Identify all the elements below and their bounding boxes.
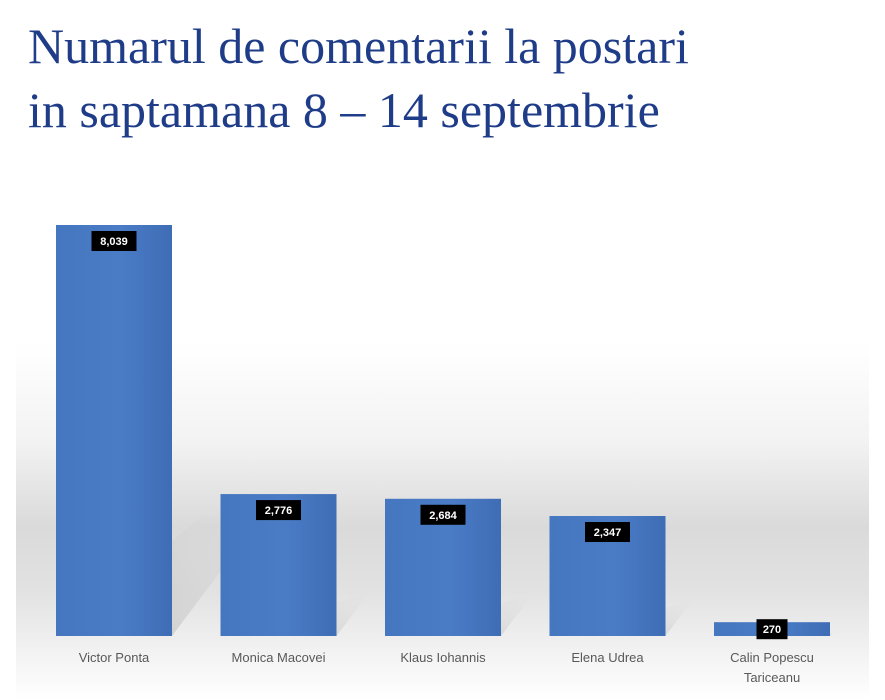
- category-label: Monica Macovei: [232, 650, 326, 665]
- value-label: 2,776: [265, 505, 293, 517]
- value-label-box: [91, 231, 137, 251]
- value-label-box: [585, 522, 630, 543]
- category-label: Klaus Iohannis: [400, 650, 486, 665]
- slide-title-line-2: in saptamana 8 – 14 septembrie: [28, 82, 660, 138]
- value-label-box: [256, 500, 301, 521]
- bar: [56, 225, 172, 636]
- category-label: Elena Udrea: [571, 650, 644, 665]
- value-label-box: [756, 619, 788, 640]
- category-label: Tariceanu: [744, 670, 800, 685]
- value-label: 270: [763, 624, 781, 636]
- category-label: Victor Ponta: [79, 650, 150, 665]
- slide-title-line-1: Numarul de comentarii la postari: [28, 18, 689, 74]
- value-label: 2,684: [429, 510, 457, 522]
- chart-panel: 8,039 Victor Ponta 2,776 Monica Macovei 2,68…: [16, 158, 869, 700]
- value-label-box: [420, 504, 466, 525]
- slide-title: Numarul de comentarii la postari in sapt…: [28, 14, 868, 142]
- bar-chart: 8,039 Victor Ponta 2,776 Monica Macovei 2,68…: [56, 225, 860, 685]
- value-label: 8,039: [100, 236, 128, 248]
- value-label: 2,347: [594, 527, 622, 539]
- category-label: Calin Popescu: [730, 650, 814, 665]
